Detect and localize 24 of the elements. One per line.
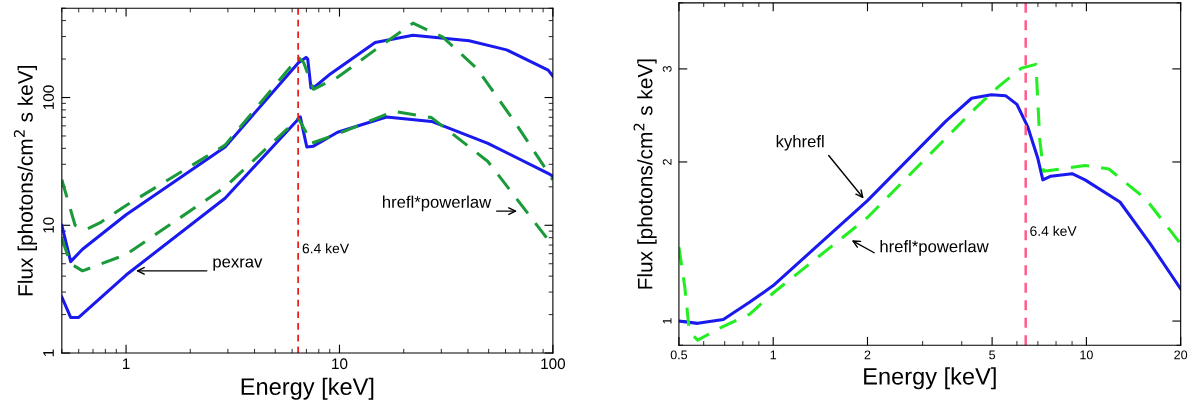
x-tick-label: 1 bbox=[770, 350, 777, 360]
y-axis-title: Flux [photons/cm$^{2}$ s keV] bbox=[633, 59, 657, 289]
x-tick-label: 10 bbox=[1080, 350, 1093, 360]
annotation: kyhrefl bbox=[776, 135, 824, 151]
x-tick-label: 5 bbox=[989, 350, 996, 360]
x-tick-label: 0.5 bbox=[670, 350, 688, 360]
x-axis-title: Energy [keV] bbox=[241, 377, 374, 400]
y-tick-label: 3 bbox=[662, 65, 672, 72]
y-tick-label: 10 bbox=[43, 217, 54, 233]
annotation: hrefl*powerlaw bbox=[880, 240, 989, 256]
ref-line-label: 6.4 keV bbox=[1030, 225, 1077, 236]
annotation: pexrav bbox=[213, 258, 263, 271]
y-tick-label: 2 bbox=[662, 159, 672, 165]
y-tick-label: 1 bbox=[662, 318, 672, 324]
x-tick-label: 1 bbox=[122, 358, 130, 369]
x-tick-label: 10 bbox=[332, 358, 348, 370]
y-tick-label: 100 bbox=[43, 85, 54, 110]
y-axis-title: Flux [photons/cm$^{2}$ s keV] bbox=[13, 66, 37, 296]
x-tick-label: 100 bbox=[541, 358, 566, 370]
x-tick-label: 20 bbox=[1174, 350, 1188, 360]
x-tick-label: 2 bbox=[864, 350, 871, 360]
annotation: hrefl*powerlaw bbox=[383, 195, 492, 212]
x-axis-title: Energy [keV] bbox=[864, 367, 996, 390]
ref-line-label: 6.4 keV bbox=[302, 243, 350, 254]
